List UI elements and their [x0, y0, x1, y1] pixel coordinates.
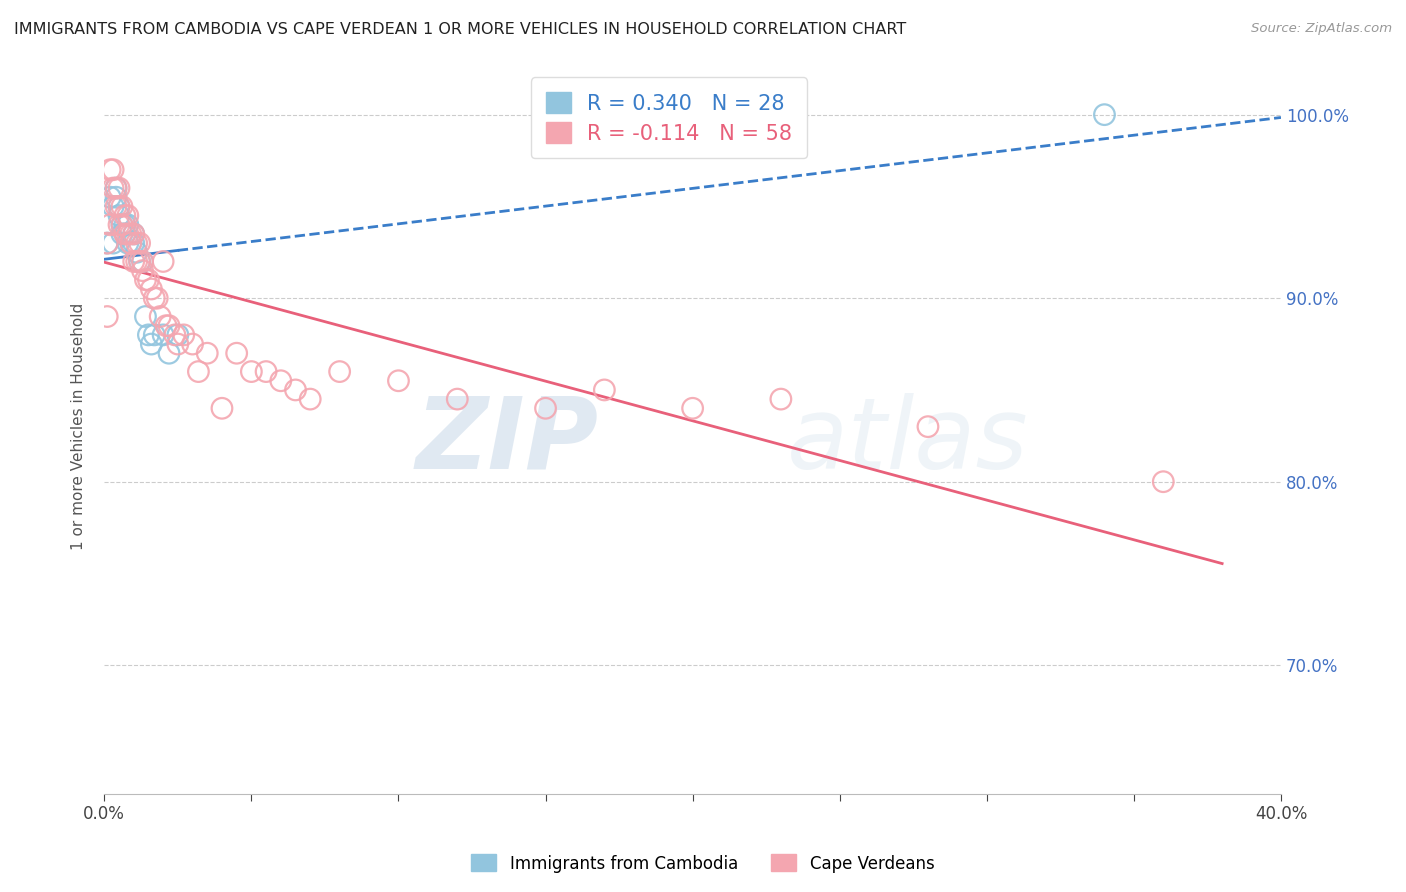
Point	[108, 199, 131, 213]
Point	[105, 181, 128, 195]
Point	[593, 383, 616, 397]
Point	[98, 218, 121, 232]
Point	[105, 199, 128, 213]
Point	[134, 273, 156, 287]
Point	[120, 227, 142, 241]
Point	[101, 199, 124, 213]
Point	[166, 327, 188, 342]
Point	[96, 310, 118, 324]
Point	[131, 254, 153, 268]
Point	[108, 199, 131, 213]
Point	[152, 327, 174, 342]
Point	[128, 254, 150, 268]
Point	[131, 263, 153, 277]
Point	[149, 310, 172, 324]
Point	[125, 245, 148, 260]
Point	[157, 318, 180, 333]
Point	[157, 346, 180, 360]
Point	[270, 374, 292, 388]
Legend: Immigrants from Cambodia, Cape Verdeans: Immigrants from Cambodia, Cape Verdeans	[465, 847, 941, 880]
Point	[120, 236, 142, 251]
Point	[173, 327, 195, 342]
Y-axis label: 1 or more Vehicles in Household: 1 or more Vehicles in Household	[72, 303, 86, 550]
Point	[446, 392, 468, 406]
Point	[108, 218, 131, 232]
Point	[143, 291, 166, 305]
Point	[122, 227, 145, 241]
Point	[117, 218, 139, 232]
Text: IMMIGRANTS FROM CAMBODIA VS CAPE VERDEAN 1 OR MORE VEHICLES IN HOUSEHOLD CORRELA: IMMIGRANTS FROM CAMBODIA VS CAPE VERDEAN…	[14, 22, 907, 37]
Point	[111, 218, 134, 232]
Point	[114, 209, 136, 223]
Legend: R = 0.340   N = 28, R = -0.114   N = 58: R = 0.340 N = 28, R = -0.114 N = 58	[531, 78, 807, 158]
Point	[387, 374, 409, 388]
Point	[101, 236, 124, 251]
Point	[114, 227, 136, 241]
Point	[128, 236, 150, 251]
Point	[105, 190, 128, 204]
Point	[254, 365, 277, 379]
Point	[769, 392, 792, 406]
Point	[108, 181, 131, 195]
Point	[211, 401, 233, 416]
Point	[284, 383, 307, 397]
Point	[166, 337, 188, 351]
Point	[329, 365, 352, 379]
Point	[128, 254, 150, 268]
Point	[299, 392, 322, 406]
Point	[111, 218, 134, 232]
Point	[117, 236, 139, 251]
Point	[187, 365, 209, 379]
Point	[143, 327, 166, 342]
Point	[98, 162, 121, 177]
Point	[146, 291, 169, 305]
Point	[120, 236, 142, 251]
Point	[141, 282, 163, 296]
Point	[117, 209, 139, 223]
Point	[125, 236, 148, 251]
Point	[125, 254, 148, 268]
Point	[114, 218, 136, 232]
Point	[101, 162, 124, 177]
Point	[195, 346, 218, 360]
Point	[122, 236, 145, 251]
Point	[534, 401, 557, 416]
Point	[122, 227, 145, 241]
Point	[114, 227, 136, 241]
Point	[917, 419, 939, 434]
Point	[163, 327, 186, 342]
Point	[240, 365, 263, 379]
Point	[181, 337, 204, 351]
Point	[682, 401, 704, 416]
Point	[105, 181, 128, 195]
Point	[1094, 108, 1116, 122]
Text: ZIP: ZIP	[416, 392, 599, 490]
Point	[131, 254, 153, 268]
Point	[111, 199, 134, 213]
Point	[117, 227, 139, 241]
Point	[108, 209, 131, 223]
Point	[98, 190, 121, 204]
Point	[155, 318, 177, 333]
Point	[138, 327, 160, 342]
Point	[1152, 475, 1174, 489]
Point	[96, 236, 118, 251]
Point	[101, 181, 124, 195]
Point	[152, 254, 174, 268]
Point	[122, 254, 145, 268]
Point	[111, 227, 134, 241]
Point	[134, 310, 156, 324]
Point	[225, 346, 247, 360]
Point	[141, 337, 163, 351]
Point	[138, 273, 160, 287]
Point	[96, 236, 118, 251]
Text: atlas: atlas	[787, 392, 1028, 490]
Text: Source: ZipAtlas.com: Source: ZipAtlas.com	[1251, 22, 1392, 36]
